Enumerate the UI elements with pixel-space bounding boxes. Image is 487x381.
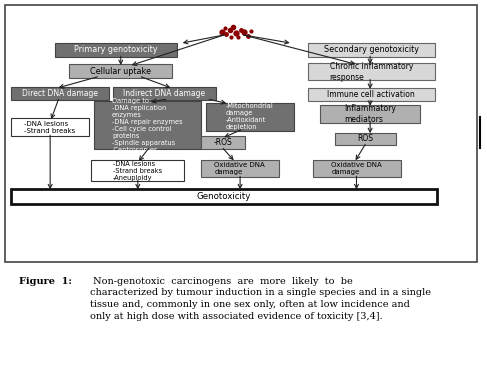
FancyBboxPatch shape	[11, 189, 437, 203]
Text: Inflammatory
mediators: Inflammatory mediators	[344, 104, 396, 124]
FancyBboxPatch shape	[201, 160, 279, 177]
Text: Secondary genotoxicity: Secondary genotoxicity	[324, 45, 419, 54]
FancyBboxPatch shape	[308, 88, 435, 101]
Text: Indirect DNA damage: Indirect DNA damage	[123, 89, 206, 98]
Text: ROS: ROS	[357, 134, 373, 143]
Text: Chronic inflammatory
response: Chronic inflammatory response	[330, 62, 413, 82]
FancyBboxPatch shape	[11, 87, 109, 100]
Text: -DNA lesions
-Strand breaks
-Aneuploidy: -DNA lesions -Strand breaks -Aneuploidy	[113, 161, 162, 181]
FancyBboxPatch shape	[69, 64, 172, 78]
Text: Figure  1:: Figure 1:	[19, 277, 73, 286]
FancyBboxPatch shape	[94, 101, 201, 149]
Text: -ROS: -ROS	[213, 138, 232, 147]
FancyBboxPatch shape	[91, 160, 184, 181]
FancyBboxPatch shape	[320, 105, 420, 123]
FancyBboxPatch shape	[11, 118, 89, 136]
Text: -Mitochondrial
damage
-Antioxidant
depletion: -Mitochondrial damage -Antioxidant deple…	[225, 103, 274, 130]
Text: Primary genotoxicity: Primary genotoxicity	[74, 45, 157, 54]
FancyBboxPatch shape	[206, 102, 294, 131]
FancyBboxPatch shape	[201, 136, 245, 149]
Text: Genotoxicity: Genotoxicity	[197, 192, 251, 201]
Text: Oxidative DNA
damage: Oxidative DNA damage	[331, 162, 382, 175]
FancyBboxPatch shape	[308, 63, 435, 80]
Text: -DNA lesions
-Strand breaks: -DNA lesions -Strand breaks	[24, 121, 75, 134]
Text: Damage to:
-DNA replication
enzymes
-DNA repair enzymes
-Cell cycle control
prot: Damage to: -DNA replication enzymes -DNA…	[112, 98, 183, 153]
Text: Non-genotoxic  carcinogens  are  more  likely  to  be
characterized by tumour in: Non-genotoxic carcinogens are more likel…	[90, 277, 431, 321]
Text: Immune cell activation: Immune cell activation	[327, 90, 415, 99]
Text: Direct DNA damage: Direct DNA damage	[21, 89, 98, 98]
FancyBboxPatch shape	[308, 43, 435, 57]
Text: Oxidative DNA
damage: Oxidative DNA damage	[214, 162, 265, 175]
Text: Cellular uptake: Cellular uptake	[90, 67, 151, 75]
FancyBboxPatch shape	[5, 5, 477, 263]
FancyBboxPatch shape	[335, 133, 396, 145]
FancyBboxPatch shape	[113, 87, 216, 100]
FancyBboxPatch shape	[313, 160, 401, 177]
FancyBboxPatch shape	[55, 43, 177, 57]
